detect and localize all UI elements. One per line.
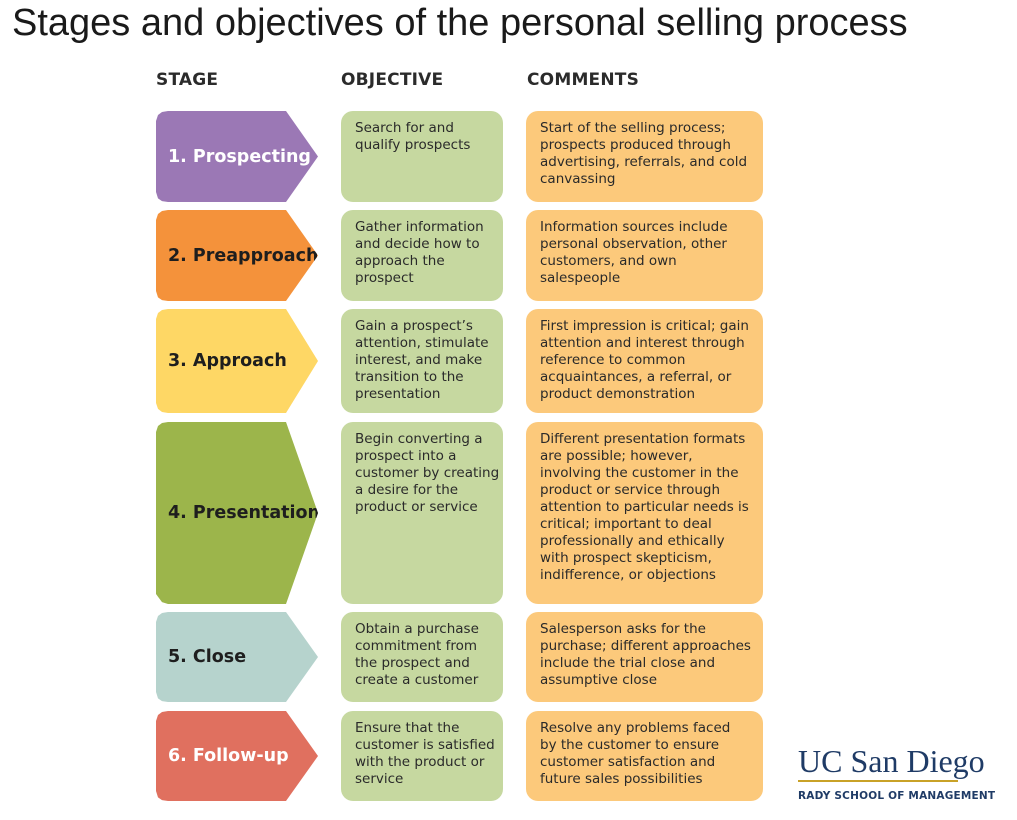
- page-title: Stages and objectives of the personal se…: [12, 2, 908, 44]
- uc-san-diego-logo: UC San Diego RADY SCHOOL OF MANAGEMENT: [798, 744, 995, 802]
- comment-box: Resolve any problems faced by the custom…: [526, 711, 763, 801]
- stage-row-approach: 3. Approach Gain a prospect’s attention,…: [0, 309, 1017, 413]
- stage-label: 4. Presentation: [168, 503, 321, 523]
- stage-arrow: 4. Presentation: [156, 422, 318, 604]
- stage-row-follow-up: 6. Follow-up Ensure that the customer is…: [0, 711, 1017, 801]
- stage-label: 6. Follow-up: [168, 746, 289, 766]
- logo-subtitle: RADY SCHOOL OF MANAGEMENT: [798, 790, 996, 802]
- comment-box: Salesperson asks for the purchase; diffe…: [526, 612, 763, 702]
- comment-box: Information sources include personal obs…: [526, 210, 763, 301]
- stage-arrow: 1. Prospecting: [156, 111, 318, 202]
- stage-arrow: 6. Follow-up: [156, 711, 318, 801]
- logo-divider: [798, 780, 958, 782]
- objective-box: Gather information and decide how to app…: [341, 210, 503, 301]
- header-stage: STAGE: [156, 70, 219, 90]
- objective-box: Obtain a purchase commitment from the pr…: [341, 612, 503, 702]
- stage-arrow: 3. Approach: [156, 309, 318, 413]
- stage-label: 1. Prospecting: [168, 146, 311, 167]
- objective-box: Search for and qualify prospects: [341, 111, 503, 202]
- comment-box: Different presentation formats are possi…: [526, 422, 763, 604]
- stage-label: 2. Preapproach: [168, 245, 319, 266]
- stage-label: 5. Close: [168, 647, 247, 667]
- stage-arrow: 2. Preapproach: [156, 210, 318, 301]
- comment-box: Start of the selling process; prospects …: [526, 111, 763, 202]
- stage-arrow: 5. Close: [156, 612, 318, 702]
- objective-box: Ensure that the customer is satisfied wi…: [341, 711, 503, 801]
- stage-row-presentation: 4. Presentation Begin converting a prosp…: [0, 422, 1017, 604]
- logo-wordmark: UC San Diego: [798, 743, 985, 779]
- stage-label: 3. Approach: [168, 351, 287, 371]
- objective-box: Gain a prospect’s attention, stimulate i…: [341, 309, 503, 413]
- objective-box: Begin converting a prospect into a custo…: [341, 422, 503, 604]
- comment-box: First impression is critical; gain atten…: [526, 309, 763, 413]
- stage-row-prospecting: 1. Prospecting Search for and qualify pr…: [0, 111, 1017, 202]
- stage-row-close: 5. Close Obtain a purchase commitment fr…: [0, 612, 1017, 702]
- stage-row-preapproach: 2. Preapproach Gather information and de…: [0, 210, 1017, 301]
- header-comments: COMMENTS: [527, 70, 640, 90]
- header-objective: OBJECTIVE: [341, 70, 444, 90]
